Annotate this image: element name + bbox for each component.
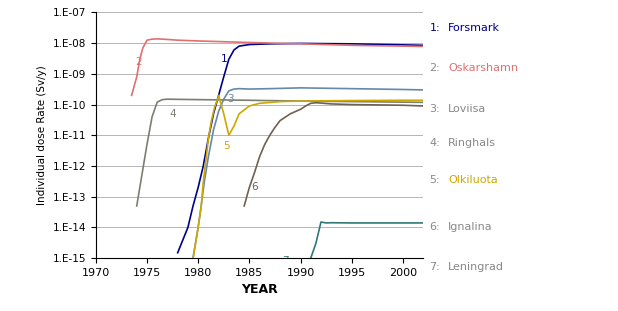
Text: Olkiluota: Olkiluota — [448, 175, 498, 185]
Text: 5:: 5: — [430, 175, 440, 185]
Text: 6: 6 — [251, 183, 258, 193]
Text: 1:: 1: — [430, 23, 440, 33]
Text: Forsmark: Forsmark — [448, 23, 500, 33]
Text: 2: 2 — [135, 57, 142, 67]
Text: 7:: 7: — [430, 262, 440, 272]
Text: 3:: 3: — [430, 104, 440, 114]
Text: 3: 3 — [227, 94, 234, 104]
Text: 7: 7 — [282, 256, 289, 266]
Text: Leningrad: Leningrad — [448, 262, 504, 272]
Text: Ringhals: Ringhals — [448, 138, 496, 148]
Text: 4: 4 — [169, 109, 176, 119]
Text: 5: 5 — [224, 141, 230, 151]
X-axis label: YEAR: YEAR — [241, 283, 278, 296]
Text: 2:: 2: — [430, 63, 440, 73]
Text: 1: 1 — [221, 54, 227, 64]
Text: 4:: 4: — [430, 138, 440, 148]
Text: 6:: 6: — [430, 222, 440, 232]
Text: Oskarshamn: Oskarshamn — [448, 63, 518, 73]
Y-axis label: Individual dose Rate (Sv/y): Individual dose Rate (Sv/y) — [37, 65, 47, 205]
Text: Loviisa: Loviisa — [448, 104, 486, 114]
Text: Ignalina: Ignalina — [448, 222, 493, 232]
